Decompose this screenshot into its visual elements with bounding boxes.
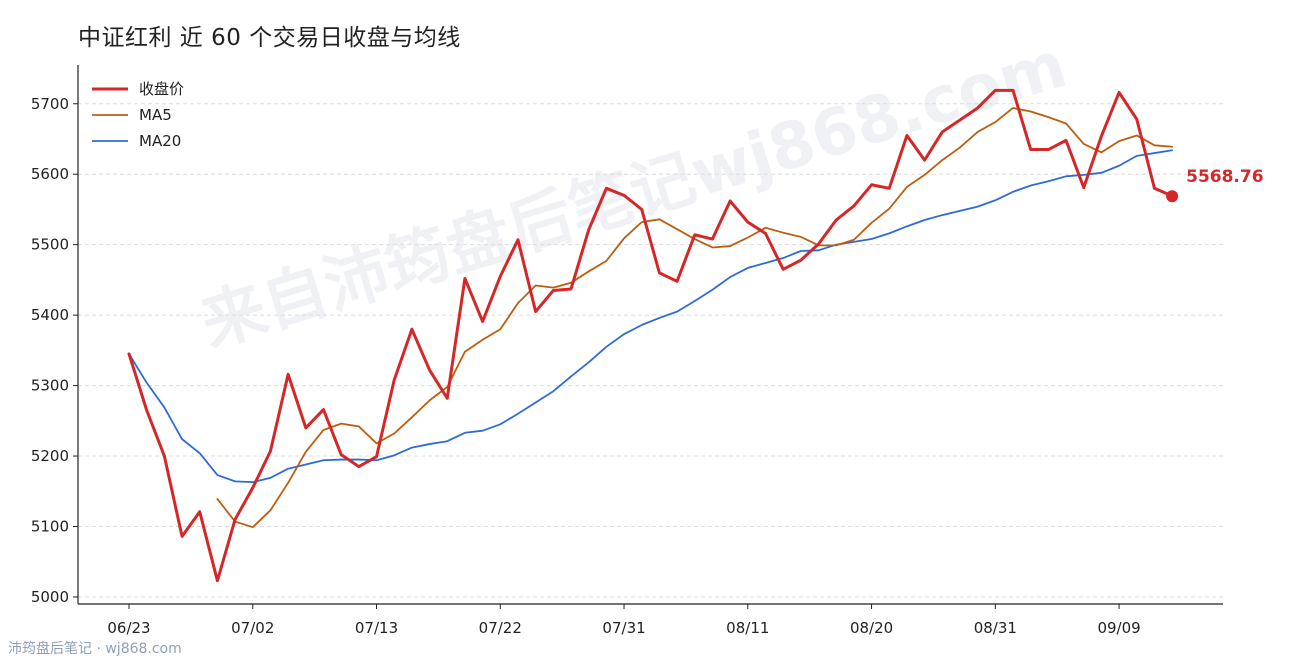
- y-tick-label: 5600: [31, 165, 69, 183]
- legend-label-close: 收盘价: [139, 80, 184, 98]
- y-tick-label: 5500: [31, 236, 69, 254]
- chart-title: 中证红利 近 60 个交易日收盘与均线: [78, 25, 461, 51]
- y-tick-label: 5700: [31, 95, 69, 113]
- series-ma20-line: [128, 149, 1174, 484]
- legend: 收盘价 MA5 MA20: [92, 80, 184, 150]
- x-axis: 06/23 07/02 07/13 07/22 07/31 08/11 08/20 08/31…: [107, 604, 1141, 637]
- x-tick-label: 07/02: [231, 619, 274, 637]
- last-value-group: 5568.76: [1166, 167, 1264, 203]
- last-value-point: [1166, 190, 1179, 203]
- x-tick-label: 09/09: [1097, 619, 1140, 637]
- y-tick-label: 5100: [31, 517, 69, 535]
- y-tick-label: 5200: [31, 447, 69, 465]
- watermark: 来自沛筠盘后笔记wj868.com: [193, 28, 1075, 362]
- x-tick-label: 08/11: [726, 619, 769, 637]
- y-tick-label: 5400: [31, 306, 69, 324]
- footer-credit: 沛筠盘后笔记 · wj868.com: [8, 641, 182, 657]
- last-value-label: 5568.76: [1186, 167, 1263, 187]
- series-ma5-line: [216, 107, 1174, 529]
- series-close-line: [127, 88, 1174, 583]
- x-tick-label: 07/22: [479, 619, 522, 637]
- series-lines: [127, 88, 1174, 583]
- legend-label-ma5: MA5: [139, 106, 172, 124]
- x-tick-label: 07/13: [355, 619, 398, 637]
- y-tick-label: 5300: [31, 377, 69, 395]
- x-tick-label: 07/31: [602, 619, 645, 637]
- x-tick-label: 08/31: [974, 619, 1017, 637]
- x-tick-label: 06/23: [107, 619, 150, 637]
- y-axis: 5000 5100 5200 5300 5400 5500 5600 5700: [31, 95, 78, 606]
- axes: [77, 65, 1223, 605]
- legend-label-ma20: MA20: [139, 132, 181, 150]
- y-tick-label: 5000: [31, 588, 69, 606]
- x-tick-label: 08/20: [850, 619, 893, 637]
